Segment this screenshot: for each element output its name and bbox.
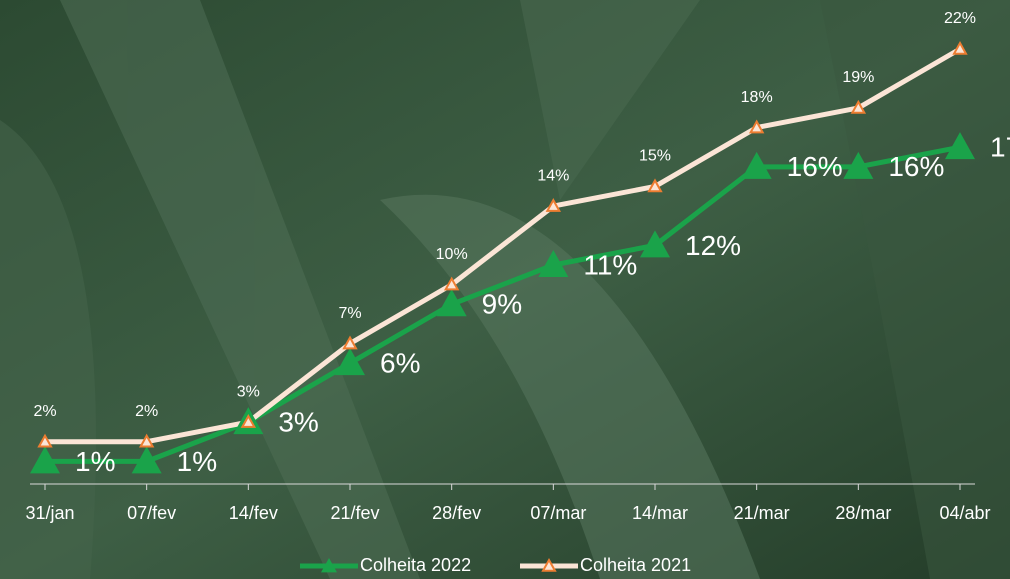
x-tick-label: 28/mar — [835, 503, 891, 523]
x-tick-label: 04/abr — [939, 503, 990, 523]
value-label: 19% — [842, 69, 874, 86]
value-label: 11% — [583, 249, 637, 280]
page: {"chart_data": {"type": "line", "categor… — [0, 0, 1010, 579]
value-label: 9% — [482, 289, 522, 320]
value-label: 2% — [33, 403, 56, 420]
value-label: 7% — [338, 305, 361, 322]
value-label: 3% — [237, 383, 260, 400]
legend-label: Colheita 2022 — [360, 555, 471, 575]
value-label: 6% — [380, 348, 420, 379]
x-tick-label: 07/fev — [127, 503, 176, 523]
value-label: 1% — [177, 446, 217, 477]
x-tick-label: 28/fev — [432, 503, 481, 523]
value-label: 2% — [135, 403, 158, 420]
value-label: 15% — [639, 148, 671, 165]
value-label: 3% — [278, 406, 318, 437]
value-label: 12% — [685, 230, 741, 261]
x-tick-label: 21/fev — [330, 503, 379, 523]
value-label: 16% — [787, 151, 843, 182]
value-label: 17% — [990, 132, 1010, 163]
x-tick-label: 14/fev — [229, 503, 278, 523]
value-label: 18% — [741, 89, 773, 106]
legend-label: Colheita 2021 — [580, 555, 691, 575]
value-label: 22% — [944, 10, 976, 27]
chart: 31/jan 07/fev 14/fev 21/fev 28/fev 07/mar 14/m… — [0, 0, 1010, 579]
value-label: 10% — [436, 246, 468, 263]
x-tick-label: 31/jan — [25, 503, 74, 523]
x-tick-label: 21/mar — [734, 503, 790, 523]
x-tick-label: 14/mar — [632, 503, 688, 523]
value-label: 16% — [888, 151, 944, 182]
x-tick-label: 07/mar — [530, 503, 586, 523]
value-label: 1% — [75, 446, 115, 477]
value-label: 14% — [537, 167, 569, 184]
